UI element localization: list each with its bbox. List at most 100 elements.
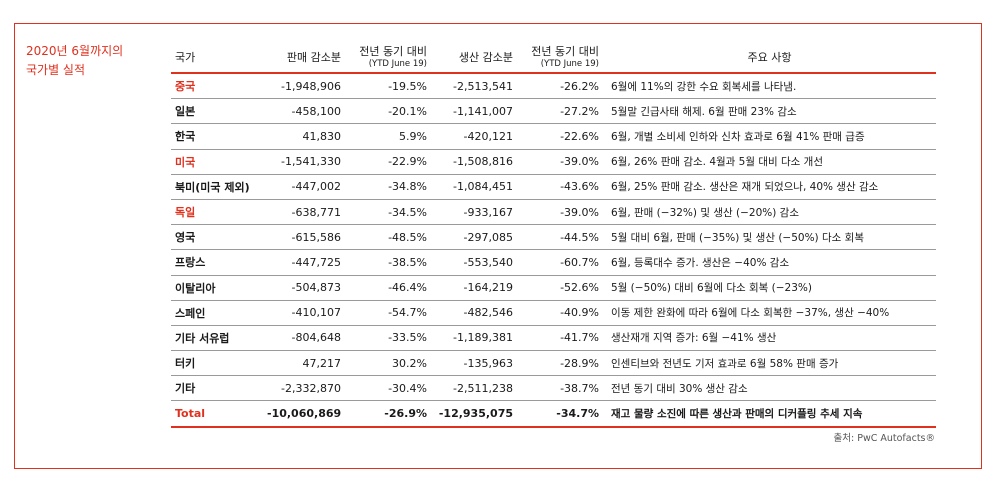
total-label: Total — [171, 400, 263, 428]
prod-yoy: -39.0% — [517, 199, 603, 226]
prod-yoy: -38.7% — [517, 375, 603, 402]
prod-yoy: -39.0% — [517, 149, 603, 175]
key-note: 6월, 등록대수 증가. 생산은 −40% 감소 — [603, 249, 936, 276]
table-row: 일본 -458,100 -20.1% -1,141,007 -27.2% 5월말… — [171, 98, 936, 125]
key-note: 5월 (−50%) 대비 6월에 다소 회복 (−23%) — [603, 275, 936, 301]
key-note: 6월, 26% 판매 감소. 4월과 5월 대비 다소 개선 — [603, 149, 936, 175]
key-note: 6월, 개별 소비세 인하와 신차 효과로 6월 41% 판매 급증 — [603, 123, 936, 150]
country-name: 중국 — [171, 73, 263, 100]
prod-drop: -164,219 — [431, 275, 517, 301]
prod-yoy: -43.6% — [517, 174, 603, 200]
source-credit: 출처: PwC Autofacts® — [833, 433, 935, 444]
prod-yoy: -41.7% — [517, 325, 603, 352]
key-note: 6월, 25% 판매 감소. 생산은 재개 되었으나, 40% 생산 감소 — [603, 174, 936, 200]
sales-yoy: -38.5% — [345, 249, 431, 276]
sales-drop: -458,100 — [263, 98, 345, 125]
prod-drop: -2,511,238 — [431, 375, 517, 402]
table-row: 영국 -615,586 -48.5% -297,085 -44.5% 5월 대비… — [171, 224, 936, 251]
sales-yoy: -46.4% — [345, 275, 431, 301]
content-frame — [14, 23, 982, 469]
prod-yoy: -22.6% — [517, 123, 603, 150]
key-note: 인센티브와 전년도 기저 효과로 6월 58% 판매 증가 — [603, 350, 936, 377]
country-name: 독일 — [171, 199, 263, 226]
key-note: 전년 동기 대비 30% 생산 감소 — [603, 375, 936, 402]
sales-yoy: -34.5% — [345, 199, 431, 226]
prod-drop: -2,513,541 — [431, 73, 517, 100]
prod-yoy: -40.9% — [517, 300, 603, 326]
sales-drop: 41,830 — [263, 123, 345, 150]
country-name: 한국 — [171, 123, 263, 150]
prod-yoy: -28.9% — [517, 350, 603, 377]
prod-yoy: -60.7% — [517, 249, 603, 276]
total-sales-drop: -10,060,869 — [263, 400, 345, 428]
sales-drop: -615,586 — [263, 224, 345, 251]
table-row: 한국 41,830 5.9% -420,121 -22.6% 6월, 개별 소비… — [171, 123, 936, 150]
prod-drop: -1,189,381 — [431, 325, 517, 352]
country-name: 터키 — [171, 350, 263, 377]
sales-yoy: -34.8% — [345, 174, 431, 200]
table-row: 북미(미국 제외) -447,002 -34.8% -1,084,451 -43… — [171, 174, 936, 200]
table-row: 미국 -1,541,330 -22.9% -1,508,816 -39.0% 6… — [171, 149, 936, 175]
total-sales-yoy: -26.9% — [345, 400, 431, 428]
country-name: 스페인 — [171, 300, 263, 326]
sales-drop: -447,725 — [263, 249, 345, 276]
sales-drop: -1,948,906 — [263, 73, 345, 100]
prod-drop: -933,167 — [431, 199, 517, 226]
prod-drop: -135,963 — [431, 350, 517, 377]
table-row: 기타 -2,332,870 -30.4% -2,511,238 -38.7% 전… — [171, 375, 936, 402]
key-note: 이동 제한 완화에 따라 6월에 다소 회복한 −37%, 생산 −40% — [603, 300, 936, 326]
country-name: 이탈리아 — [171, 275, 263, 301]
table-header-row: 국가 판매 감소분 전년 동기 대비 (YTD June 19) 생산 감소분 … — [171, 44, 936, 74]
country-name: 북미(미국 제외) — [171, 174, 263, 200]
sales-drop: -2,332,870 — [263, 375, 345, 402]
key-note: 생산재개 지역 증가: 6월 −41% 생산 — [603, 325, 936, 352]
header-prod-yoy-sub: (YTD June 19) — [540, 59, 599, 69]
total-note: 재고 물량 소진에 따른 생산과 판매의 디커플링 추세 지속 — [603, 400, 936, 428]
table-row: 터키 47,217 30.2% -135,963 -28.9% 인센티브와 전년… — [171, 350, 936, 377]
key-note: 6월에 11%의 강한 수요 회복세를 나타냄. — [603, 73, 936, 100]
sales-yoy: -33.5% — [345, 325, 431, 352]
key-note: 6월, 판매 (−32%) 및 생산 (−20%) 감소 — [603, 199, 936, 226]
section-title: 2020년 6월까지의 국가별 실적 — [26, 44, 124, 77]
prod-drop: -420,121 — [431, 123, 517, 150]
table-row: 스페인 -410,107 -54.7% -482,546 -40.9% 이동 제… — [171, 300, 936, 326]
header-sales-yoy: 전년 동기 대비 (YTD June 19) — [345, 44, 431, 74]
prod-drop: -1,084,451 — [431, 174, 517, 200]
prod-drop: -297,085 — [431, 224, 517, 251]
sales-drop: -504,873 — [263, 275, 345, 301]
key-note: 5월말 긴급사태 해제. 6월 판매 23% 감소 — [603, 98, 936, 125]
sales-yoy: 5.9% — [345, 123, 431, 150]
total-prod-drop: -12,935,075 — [431, 400, 517, 428]
header-sales-drop: 판매 감소분 — [263, 44, 345, 74]
prod-drop: -482,546 — [431, 300, 517, 326]
prod-drop: -1,508,816 — [431, 149, 517, 175]
country-name: 기타 — [171, 375, 263, 402]
sales-drop: -804,648 — [263, 325, 345, 352]
country-performance-table: 국가 판매 감소분 전년 동기 대비 (YTD June 19) 생산 감소분 … — [171, 44, 936, 428]
sales-yoy: 30.2% — [345, 350, 431, 377]
table-row: 프랑스 -447,725 -38.5% -553,540 -60.7% 6월, … — [171, 249, 936, 276]
key-note: 5월 대비 6월, 판매 (−35%) 및 생산 (−50%) 다소 회복 — [603, 224, 936, 251]
header-country: 국가 — [171, 44, 263, 74]
prod-yoy: -26.2% — [517, 73, 603, 100]
table-row: 독일 -638,771 -34.5% -933,167 -39.0% 6월, 판… — [171, 199, 936, 226]
country-name: 기타 서유럽 — [171, 325, 263, 352]
header-notes: 주요 사항 — [603, 44, 936, 74]
country-name: 영국 — [171, 224, 263, 251]
header-prod-yoy-label: 전년 동기 대비 — [531, 45, 599, 58]
sales-drop: -1,541,330 — [263, 149, 345, 175]
country-name: 일본 — [171, 98, 263, 125]
table-row: 기타 서유럽 -804,648 -33.5% -1,189,381 -41.7%… — [171, 325, 936, 352]
sales-drop: -447,002 — [263, 174, 345, 200]
total-row: Total -10,060,869 -26.9% -12,935,075 -34… — [171, 400, 936, 428]
header-prod-drop: 생산 감소분 — [431, 44, 517, 74]
total-prod-yoy: -34.7% — [517, 400, 603, 428]
country-name: 미국 — [171, 149, 263, 175]
sales-drop: 47,217 — [263, 350, 345, 377]
header-sales-yoy-label: 전년 동기 대비 — [359, 45, 427, 58]
sales-yoy: -54.7% — [345, 300, 431, 326]
sales-yoy: -48.5% — [345, 224, 431, 251]
prod-yoy: -44.5% — [517, 224, 603, 251]
prod-drop: -553,540 — [431, 249, 517, 276]
prod-yoy: -27.2% — [517, 98, 603, 125]
